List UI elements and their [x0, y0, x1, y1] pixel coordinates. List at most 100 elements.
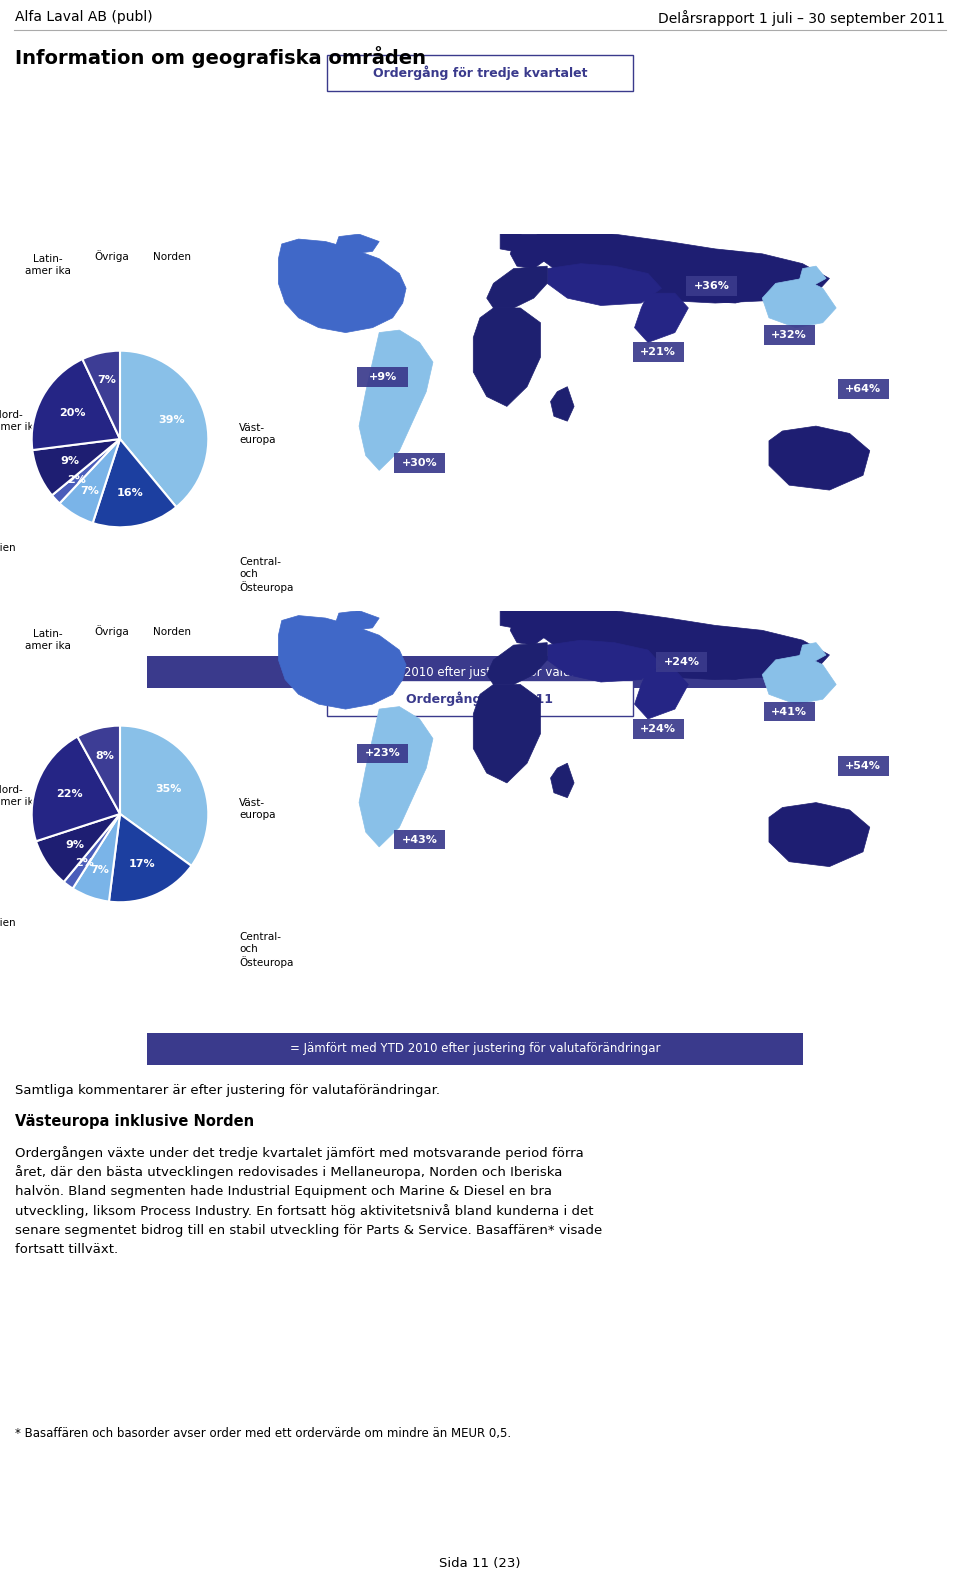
Wedge shape	[32, 737, 120, 842]
Wedge shape	[63, 813, 120, 889]
Text: Alfa Laval AB (publ): Alfa Laval AB (publ)	[15, 9, 153, 24]
Text: Ordergång YTD 2011: Ordergång YTD 2011	[406, 691, 554, 706]
Polygon shape	[487, 266, 547, 308]
Polygon shape	[538, 607, 829, 680]
Text: +24%: +24%	[640, 725, 676, 734]
FancyBboxPatch shape	[147, 1033, 803, 1065]
Text: 7%: 7%	[90, 865, 109, 875]
Wedge shape	[32, 359, 120, 449]
Text: 9%: 9%	[65, 840, 84, 850]
Polygon shape	[769, 802, 870, 867]
Text: +41%: +41%	[771, 707, 807, 717]
Text: Norden: Norden	[153, 626, 191, 638]
Text: fortsatt tillväxt.: fortsatt tillväxt.	[15, 1243, 118, 1256]
Text: Asien: Asien	[0, 918, 16, 927]
Polygon shape	[473, 308, 540, 407]
Text: året, där den bästa utvecklingen redovisades i Mellaneuropa, Norden och Iberiska: året, där den bästa utvecklingen redovis…	[15, 1166, 563, 1179]
Polygon shape	[769, 426, 870, 490]
Text: = Jämfört med YTD 2010 efter justering för valutaförändringar: = Jämfört med YTD 2010 efter justering f…	[290, 1043, 660, 1055]
Text: Norden: Norden	[153, 252, 191, 263]
FancyBboxPatch shape	[837, 380, 889, 399]
Text: Sida 11 (23): Sida 11 (23)	[440, 1557, 520, 1569]
Text: 2%: 2%	[75, 857, 94, 867]
Text: +64%: +64%	[845, 384, 881, 394]
Text: = Jämfört med Q3 2010 efter justering för valutaförändringar: = Jämfört med Q3 2010 efter justering fö…	[293, 666, 657, 679]
Text: Latin-
amer ika: Latin- amer ika	[25, 255, 71, 275]
FancyBboxPatch shape	[327, 680, 633, 717]
Text: +32%: +32%	[771, 331, 807, 340]
Wedge shape	[108, 813, 191, 902]
Text: +30%: +30%	[401, 459, 438, 468]
Polygon shape	[500, 607, 524, 628]
Text: 2%: 2%	[67, 475, 85, 486]
Polygon shape	[500, 231, 524, 252]
Text: +43%: +43%	[401, 835, 438, 845]
Text: Information om geografiska områden: Information om geografiska områden	[15, 46, 426, 68]
Text: 9%: 9%	[60, 456, 80, 465]
Text: +23%: +23%	[365, 748, 400, 758]
Text: 7%: 7%	[98, 375, 116, 386]
Wedge shape	[52, 438, 120, 503]
FancyBboxPatch shape	[656, 652, 708, 672]
FancyBboxPatch shape	[633, 718, 684, 739]
Polygon shape	[547, 641, 661, 682]
Text: Central-
och
Östeuropa: Central- och Östeuropa	[239, 557, 294, 593]
Wedge shape	[83, 351, 120, 438]
Wedge shape	[93, 438, 177, 527]
Wedge shape	[33, 438, 120, 495]
Text: 16%: 16%	[117, 487, 144, 498]
Polygon shape	[359, 331, 433, 470]
Polygon shape	[278, 615, 406, 709]
Wedge shape	[120, 351, 208, 508]
Text: Ordergång för tredje kvartalet: Ordergång för tredje kvartalet	[372, 66, 588, 81]
Text: Västeuropa inklusive Norden: Västeuropa inklusive Norden	[15, 1114, 254, 1128]
Polygon shape	[661, 625, 789, 680]
Polygon shape	[278, 239, 406, 332]
FancyBboxPatch shape	[394, 829, 445, 850]
Text: +36%: +36%	[694, 282, 730, 291]
FancyBboxPatch shape	[327, 55, 633, 92]
Polygon shape	[762, 278, 836, 327]
FancyBboxPatch shape	[147, 657, 803, 688]
Text: Delårsrapport 1 juli – 30 september 2011: Delårsrapport 1 juli – 30 september 2011	[659, 9, 945, 25]
FancyBboxPatch shape	[357, 367, 408, 386]
Polygon shape	[799, 642, 826, 663]
Text: Nord-
amer ika: Nord- amer ika	[0, 785, 40, 807]
Polygon shape	[511, 611, 550, 645]
Text: 35%: 35%	[156, 785, 182, 794]
Text: Nord-
amer ika: Nord- amer ika	[0, 410, 40, 432]
Polygon shape	[550, 763, 574, 797]
Polygon shape	[336, 611, 379, 630]
Text: halvön. Bland segmenten hade Industrial Equipment och Marine & Diesel en bra: halvön. Bland segmenten hade Industrial …	[15, 1185, 552, 1198]
Wedge shape	[36, 813, 120, 883]
FancyBboxPatch shape	[837, 756, 889, 775]
Text: * Basaffären och basorder avser order med ett ordervärde om mindre än MEUR 0,5.: * Basaffären och basorder avser order me…	[15, 1427, 511, 1440]
FancyBboxPatch shape	[763, 702, 815, 721]
Text: +21%: +21%	[640, 348, 676, 358]
Wedge shape	[60, 438, 120, 524]
Text: 22%: 22%	[56, 789, 83, 799]
Wedge shape	[73, 813, 120, 902]
Text: 20%: 20%	[59, 408, 85, 418]
Polygon shape	[547, 264, 661, 305]
FancyBboxPatch shape	[763, 326, 815, 345]
Polygon shape	[550, 386, 574, 421]
Text: Väst-
europa: Väst- europa	[239, 799, 276, 819]
Polygon shape	[473, 685, 540, 783]
Text: Övriga: Övriga	[95, 250, 130, 263]
Text: Ordergången växte under det tredje kvartalet jämfört med motsvarande period förr: Ordergången växte under det tredje kvart…	[15, 1145, 584, 1160]
Text: Väst-
europa: Väst- europa	[239, 424, 276, 445]
Polygon shape	[799, 266, 826, 286]
Polygon shape	[635, 669, 688, 718]
Polygon shape	[635, 293, 688, 342]
Text: +9%: +9%	[369, 372, 396, 381]
Text: Asien: Asien	[0, 543, 16, 552]
Text: 39%: 39%	[158, 416, 185, 426]
Text: 7%: 7%	[80, 486, 99, 495]
Text: utveckling, liksom Process Industry. En fortsatt hög aktivitetsnivå bland kunder: utveckling, liksom Process Industry. En …	[15, 1204, 593, 1218]
FancyBboxPatch shape	[394, 452, 445, 473]
FancyBboxPatch shape	[633, 342, 684, 362]
Text: senare segmentet bidrog till en stabil utveckling för Parts & Service. Basaffäre: senare segmentet bidrog till en stabil u…	[15, 1223, 602, 1237]
Text: Central-
och
Östeuropa: Central- och Östeuropa	[239, 932, 294, 968]
Polygon shape	[661, 248, 789, 304]
